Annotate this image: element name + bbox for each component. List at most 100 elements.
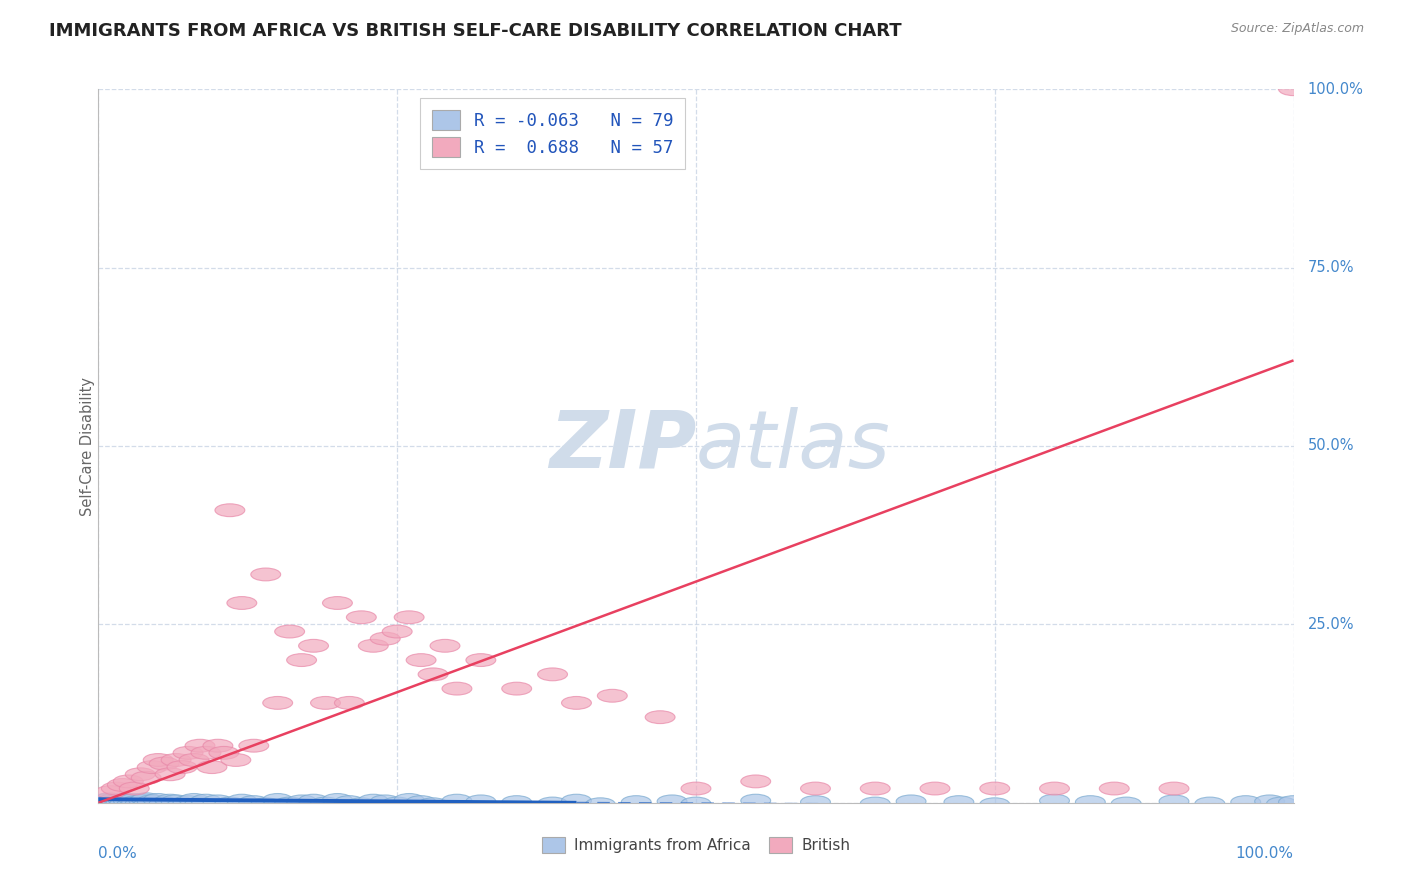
Y-axis label: Self-Care Disability: Self-Care Disability <box>80 376 94 516</box>
Ellipse shape <box>125 797 155 810</box>
Ellipse shape <box>104 798 134 812</box>
Ellipse shape <box>129 794 159 807</box>
Ellipse shape <box>1099 782 1129 795</box>
Ellipse shape <box>221 754 250 766</box>
Ellipse shape <box>162 754 191 766</box>
Ellipse shape <box>96 786 125 798</box>
Ellipse shape <box>441 682 472 695</box>
Text: ZIP: ZIP <box>548 407 696 485</box>
Ellipse shape <box>382 797 412 810</box>
Ellipse shape <box>90 794 120 807</box>
Ellipse shape <box>191 747 221 759</box>
Ellipse shape <box>800 782 831 795</box>
Ellipse shape <box>1039 782 1070 795</box>
Ellipse shape <box>191 794 221 807</box>
Text: 100.0%: 100.0% <box>1236 846 1294 861</box>
Ellipse shape <box>1195 797 1225 810</box>
Ellipse shape <box>561 697 592 709</box>
Ellipse shape <box>1278 83 1309 95</box>
Text: IMMIGRANTS FROM AFRICA VS BRITISH SELF-CARE DISABILITY CORRELATION CHART: IMMIGRANTS FROM AFRICA VS BRITISH SELF-C… <box>49 22 901 40</box>
Ellipse shape <box>122 796 152 808</box>
Ellipse shape <box>131 772 162 784</box>
Ellipse shape <box>138 761 167 773</box>
Ellipse shape <box>502 682 531 695</box>
Ellipse shape <box>1302 797 1333 811</box>
Ellipse shape <box>311 697 340 709</box>
Ellipse shape <box>110 797 139 810</box>
Ellipse shape <box>97 797 127 811</box>
Text: 50.0%: 50.0% <box>1308 439 1354 453</box>
Ellipse shape <box>1230 796 1261 808</box>
Ellipse shape <box>239 739 269 752</box>
Ellipse shape <box>394 794 425 806</box>
Ellipse shape <box>1339 794 1368 807</box>
Ellipse shape <box>131 793 162 805</box>
Text: atlas: atlas <box>696 407 891 485</box>
Ellipse shape <box>107 796 136 808</box>
Ellipse shape <box>465 654 496 666</box>
Ellipse shape <box>215 797 245 810</box>
Ellipse shape <box>226 597 257 609</box>
Ellipse shape <box>94 793 124 805</box>
Ellipse shape <box>681 797 711 810</box>
Ellipse shape <box>98 794 129 806</box>
Ellipse shape <box>167 798 197 812</box>
Ellipse shape <box>274 625 305 638</box>
Ellipse shape <box>430 640 460 652</box>
Ellipse shape <box>167 761 197 773</box>
Ellipse shape <box>117 797 146 811</box>
Ellipse shape <box>186 797 215 810</box>
Ellipse shape <box>298 794 329 807</box>
Ellipse shape <box>120 782 149 795</box>
Ellipse shape <box>173 796 202 808</box>
Ellipse shape <box>741 794 770 807</box>
Ellipse shape <box>1159 795 1189 808</box>
Ellipse shape <box>406 796 436 808</box>
Ellipse shape <box>346 797 377 811</box>
Ellipse shape <box>1111 797 1142 810</box>
Ellipse shape <box>681 782 711 795</box>
Ellipse shape <box>621 796 651 808</box>
Ellipse shape <box>274 797 305 810</box>
Ellipse shape <box>250 797 281 811</box>
Ellipse shape <box>585 797 616 811</box>
Ellipse shape <box>96 796 125 808</box>
Ellipse shape <box>134 797 163 811</box>
Legend: Immigrants from Africa, British: Immigrants from Africa, British <box>536 831 856 859</box>
Ellipse shape <box>179 794 209 806</box>
Ellipse shape <box>87 795 117 808</box>
Ellipse shape <box>1159 782 1189 795</box>
Ellipse shape <box>322 794 353 806</box>
Ellipse shape <box>418 668 449 681</box>
Ellipse shape <box>287 654 316 666</box>
Ellipse shape <box>155 768 186 780</box>
Ellipse shape <box>980 797 1010 811</box>
Ellipse shape <box>741 775 770 788</box>
Ellipse shape <box>226 794 257 807</box>
Ellipse shape <box>537 797 568 810</box>
Ellipse shape <box>91 797 122 810</box>
Ellipse shape <box>149 797 179 810</box>
Ellipse shape <box>143 794 173 806</box>
Ellipse shape <box>1398 797 1406 810</box>
Ellipse shape <box>202 739 233 752</box>
Ellipse shape <box>125 768 155 780</box>
Ellipse shape <box>209 747 239 759</box>
Ellipse shape <box>335 697 364 709</box>
Ellipse shape <box>645 711 675 723</box>
Ellipse shape <box>1254 795 1285 808</box>
Ellipse shape <box>162 795 191 808</box>
Ellipse shape <box>860 782 890 795</box>
Ellipse shape <box>335 796 364 808</box>
Ellipse shape <box>980 782 1010 795</box>
Ellipse shape <box>138 795 167 808</box>
Ellipse shape <box>657 795 688 808</box>
Ellipse shape <box>149 757 179 770</box>
Ellipse shape <box>179 754 209 766</box>
Ellipse shape <box>359 640 388 652</box>
Ellipse shape <box>186 739 215 752</box>
Ellipse shape <box>1267 797 1296 810</box>
Ellipse shape <box>1076 796 1105 808</box>
Ellipse shape <box>311 797 340 810</box>
Text: 75.0%: 75.0% <box>1308 260 1354 275</box>
